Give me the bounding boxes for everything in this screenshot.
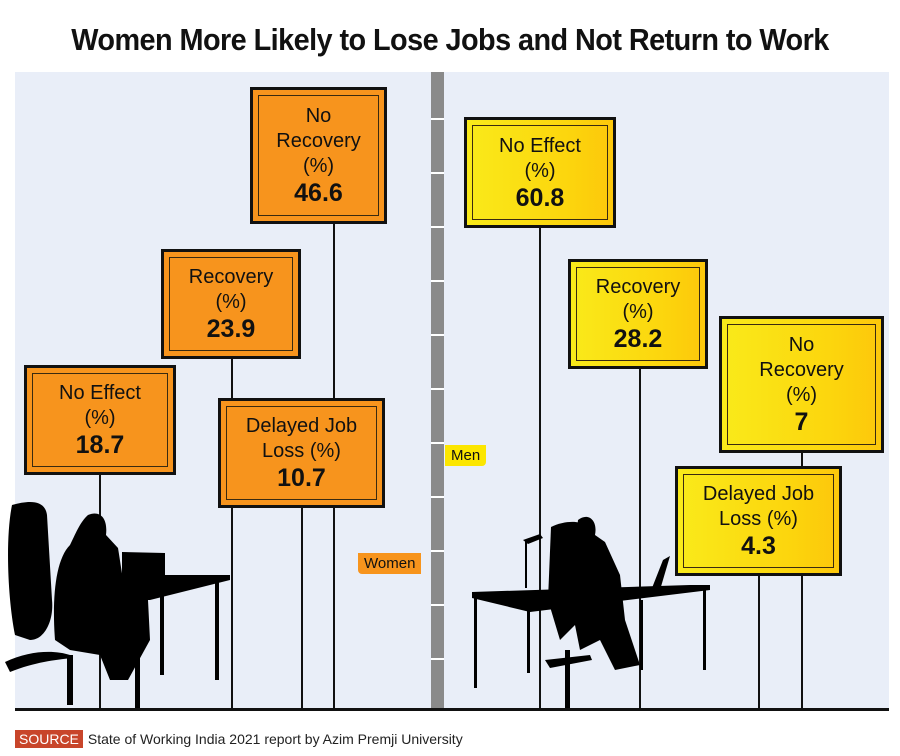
sign-value: 60.8	[515, 183, 565, 212]
sign-post	[231, 508, 233, 708]
legend-tag-men: Men	[445, 445, 487, 466]
sign-label: Delayed Job Loss (%)	[245, 415, 358, 462]
sign-label: No Effect (%)	[59, 382, 141, 429]
pole-tick	[431, 334, 444, 336]
source-note: SOURCE State of Working India 2021 report…	[15, 730, 463, 748]
sign-value: 18.7	[75, 431, 125, 459]
sign-post	[639, 369, 641, 708]
pole-tick	[431, 118, 444, 120]
man-at-desk-icon	[472, 516, 710, 708]
sign-label: No Recovery (%)	[759, 334, 844, 406]
sign-men-no-effect: No Effect (%) 60.8	[464, 117, 616, 228]
sign-women-delayed-job-loss: Delayed Job Loss (%) 10.7	[218, 398, 385, 508]
pole-tick	[431, 658, 444, 660]
pole-tick	[431, 604, 444, 606]
sign-post	[758, 576, 760, 708]
sign-post	[539, 228, 541, 708]
source-badge: SOURCE	[15, 730, 83, 748]
chart-title: Women More Likely to Lose Jobs and Not R…	[71, 22, 829, 57]
sign-post	[801, 576, 803, 708]
sign-value: 7	[794, 408, 809, 436]
source-text: State of Working India 2021 report by Az…	[87, 731, 463, 747]
woman-at-desk-icon	[5, 502, 230, 708]
pole-tick	[431, 226, 444, 228]
sign-label: Delayed Job Loss (%)	[702, 483, 815, 530]
sign-women-no-recovery: No Recovery (%) 46.6	[250, 87, 387, 224]
sign-value: 10.7	[277, 464, 326, 492]
sign-label: Recovery (%)	[188, 266, 274, 313]
sign-value: 23.9	[206, 315, 256, 343]
sign-label: No Recovery (%)	[276, 105, 361, 177]
sign-value: 46.6	[294, 179, 343, 207]
pole-tick	[431, 280, 444, 282]
sign-post	[333, 508, 335, 708]
sign-value: 4.3	[741, 532, 776, 560]
pole-tick	[431, 496, 444, 498]
sign-label: Recovery (%)	[595, 276, 681, 323]
pole-tick	[431, 550, 444, 552]
sign-post	[301, 508, 303, 708]
pole-tick	[431, 172, 444, 174]
ground-line	[15, 708, 889, 711]
legend-tag-women: Women	[358, 553, 422, 574]
sign-men-delayed-job-loss: Delayed Job Loss (%) 4.3	[675, 466, 842, 576]
sign-value: 28.2	[613, 325, 663, 353]
pole-tick	[431, 388, 444, 390]
sign-women-no-effect: No Effect (%) 18.7	[24, 365, 176, 475]
sign-men-no-recovery: No Recovery (%) 7	[719, 316, 884, 453]
sign-men-recovery: Recovery (%) 28.2	[568, 259, 708, 369]
sign-women-recovery: Recovery (%) 23.9	[161, 249, 301, 359]
pole-tick	[431, 442, 444, 444]
divider-pole	[431, 72, 444, 708]
sign-label: No Effect (%)	[499, 134, 581, 182]
